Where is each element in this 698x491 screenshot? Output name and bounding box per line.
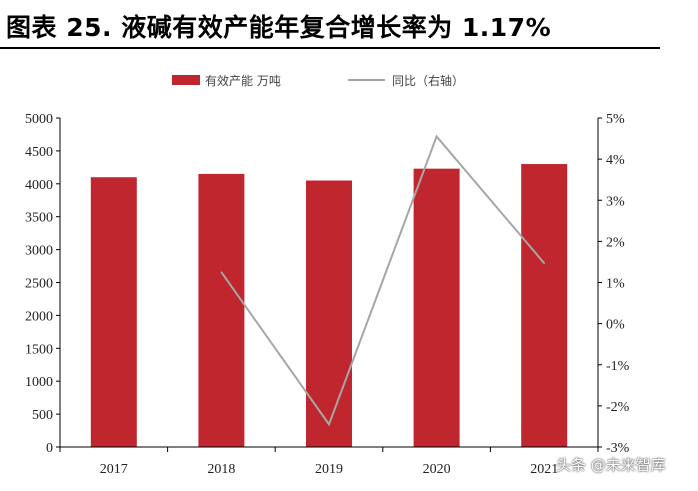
y-right-tick-label: -3% xyxy=(606,441,630,456)
y-right-tick-label: -2% xyxy=(606,400,630,415)
bar-2018 xyxy=(198,173,245,447)
line-point-2021 xyxy=(543,262,545,264)
y-left-tick-label: 4000 xyxy=(25,178,53,193)
line-point-2020 xyxy=(435,135,438,138)
bar-2019 xyxy=(306,180,352,447)
x-tick-label: 2021 xyxy=(530,462,558,477)
y-left-tick-label: 1500 xyxy=(25,342,53,357)
x-tick-label: 2019 xyxy=(315,462,343,477)
x-tick-label: 2017 xyxy=(100,462,128,477)
y-left-tick-label: 4500 xyxy=(25,145,53,160)
x-tick-label: 2020 xyxy=(423,462,451,477)
legend-swatch-bar xyxy=(172,75,200,85)
line-series xyxy=(220,134,545,427)
bar-2021 xyxy=(521,164,568,447)
y-right-tick-label: 0% xyxy=(606,318,625,333)
bar-2017 xyxy=(90,177,137,447)
y-left-tick-label: 5000 xyxy=(25,112,53,127)
y-left-tick-label: 3500 xyxy=(25,211,53,226)
line-point-2019 xyxy=(328,423,330,426)
y-left-tick-label: 1000 xyxy=(25,375,53,390)
y-right-tick-label: 5% xyxy=(606,112,625,127)
line-point-2018 xyxy=(220,271,223,274)
y-right-tick-label: 1% xyxy=(606,277,625,292)
y-right-tick-label: 2% xyxy=(606,235,625,250)
y-left-tick-label: 500 xyxy=(32,408,53,423)
x-tick-label: 2018 xyxy=(207,462,235,477)
title-underline xyxy=(0,47,660,49)
legend: 有效产能 万吨 同比（右轴） xyxy=(172,73,464,88)
tick-labels: 0 500 1000 1500 2000 2500 3000 3500 4000 4500 5000… xyxy=(25,112,630,477)
bar-2020 xyxy=(413,168,460,447)
y-right-tick-label: 4% xyxy=(606,153,625,168)
y-left-tick-label: 2500 xyxy=(25,277,53,292)
y-left-tick-label: 2000 xyxy=(25,309,53,324)
yoy-line xyxy=(220,134,545,427)
y-right-tick-label: 3% xyxy=(606,194,625,209)
legend-label-bar: 有效产能 万吨 xyxy=(205,73,281,88)
legend-label-line: 同比（右轴） xyxy=(392,73,464,88)
y-right-tick-label: -1% xyxy=(606,359,630,374)
y-left-tick-label: 3000 xyxy=(25,244,53,259)
y-left-tick-label: 0 xyxy=(46,441,53,456)
axes xyxy=(56,117,602,452)
figure-title: 图表 25. 液碱有效产能年复合增长率为 1.17% xyxy=(6,13,552,42)
watermark-text: 头条 @未来智库 xyxy=(556,456,666,474)
